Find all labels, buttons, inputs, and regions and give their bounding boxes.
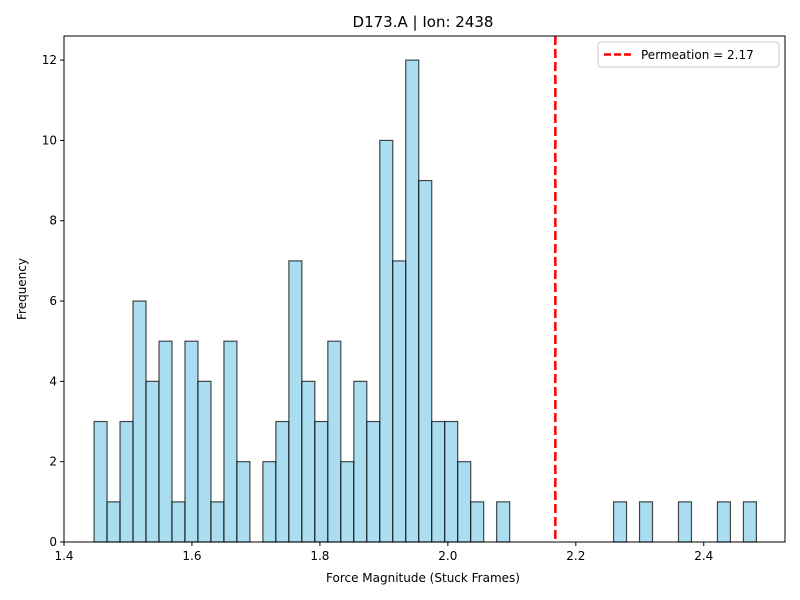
x-tick-label: 2.0: [438, 549, 457, 563]
histogram-bar: [444, 420, 459, 543]
histogram-bar: [119, 420, 134, 543]
histogram-bar: [612, 501, 628, 543]
histogram-bar: [716, 501, 732, 543]
histogram-bar: [223, 340, 238, 543]
x-tick-label: 1.6: [182, 549, 201, 563]
histogram-bar: [275, 420, 290, 543]
plot-frame: [63, 35, 786, 543]
histogram-bar: [145, 380, 160, 543]
histogram-bar: [431, 420, 446, 543]
x-tick-label: 2.4: [694, 549, 713, 563]
histogram-bar: [405, 59, 420, 543]
histogram-bar: [496, 501, 511, 543]
x-tick-label: 2.2: [566, 549, 585, 563]
histogram-bar: [418, 179, 433, 543]
y-tick-label: 0: [49, 535, 57, 549]
x-tick-label: 1.8: [310, 549, 329, 563]
x-axis-label: Force Magnitude (Stuck Frames): [326, 571, 520, 585]
y-tick-label: 12: [42, 53, 57, 67]
histogram-bar: [184, 340, 199, 543]
histogram-bar: [210, 501, 225, 543]
histogram-bar: [236, 461, 251, 543]
histogram-bar: [314, 420, 329, 543]
legend: Permeation = 2.17: [597, 41, 780, 68]
histogram-bar: [457, 461, 472, 543]
bars-group: [93, 59, 758, 543]
histogram-bar: [366, 420, 381, 543]
histogram-bar: [677, 501, 693, 543]
histogram-bar: [132, 300, 147, 543]
histogram-bar: [262, 461, 277, 543]
histogram-bar: [742, 501, 758, 543]
histogram-bar: [392, 260, 407, 543]
y-axis-label: Frequency: [15, 258, 29, 320]
y-tick-label: 8: [49, 214, 57, 228]
histogram-bar: [327, 340, 342, 543]
histogram-bar: [93, 420, 108, 543]
y-tick-label: 6: [49, 294, 57, 308]
y-tick-label: 10: [42, 133, 57, 147]
x-axis-ticks: 1.4 1.6 1.8 2.0 2.2 2.4: [54, 542, 713, 563]
y-tick-label: 2: [49, 455, 57, 469]
x-tick-label: 1.4: [54, 549, 73, 563]
legend-label: Permeation = 2.17: [641, 48, 754, 62]
histogram-bar: [106, 501, 121, 543]
chart-title: D173.A | Ion: 2438: [353, 13, 494, 31]
histogram-bar: [158, 340, 173, 543]
y-tick-label: 4: [49, 374, 57, 388]
histogram-bar: [638, 501, 654, 543]
histogram-bar: [301, 380, 316, 543]
histogram-bar: [379, 139, 394, 543]
histogram-bar: [470, 501, 485, 543]
histogram-bar: [353, 380, 368, 543]
legend-box: [597, 41, 780, 68]
histogram-bar: [197, 380, 212, 543]
histogram-bar: [171, 501, 186, 543]
histogram-bar: [288, 260, 303, 543]
y-axis-ticks: 0 2 4 6 8 10 12: [42, 53, 64, 549]
histogram-bar: [340, 461, 355, 543]
